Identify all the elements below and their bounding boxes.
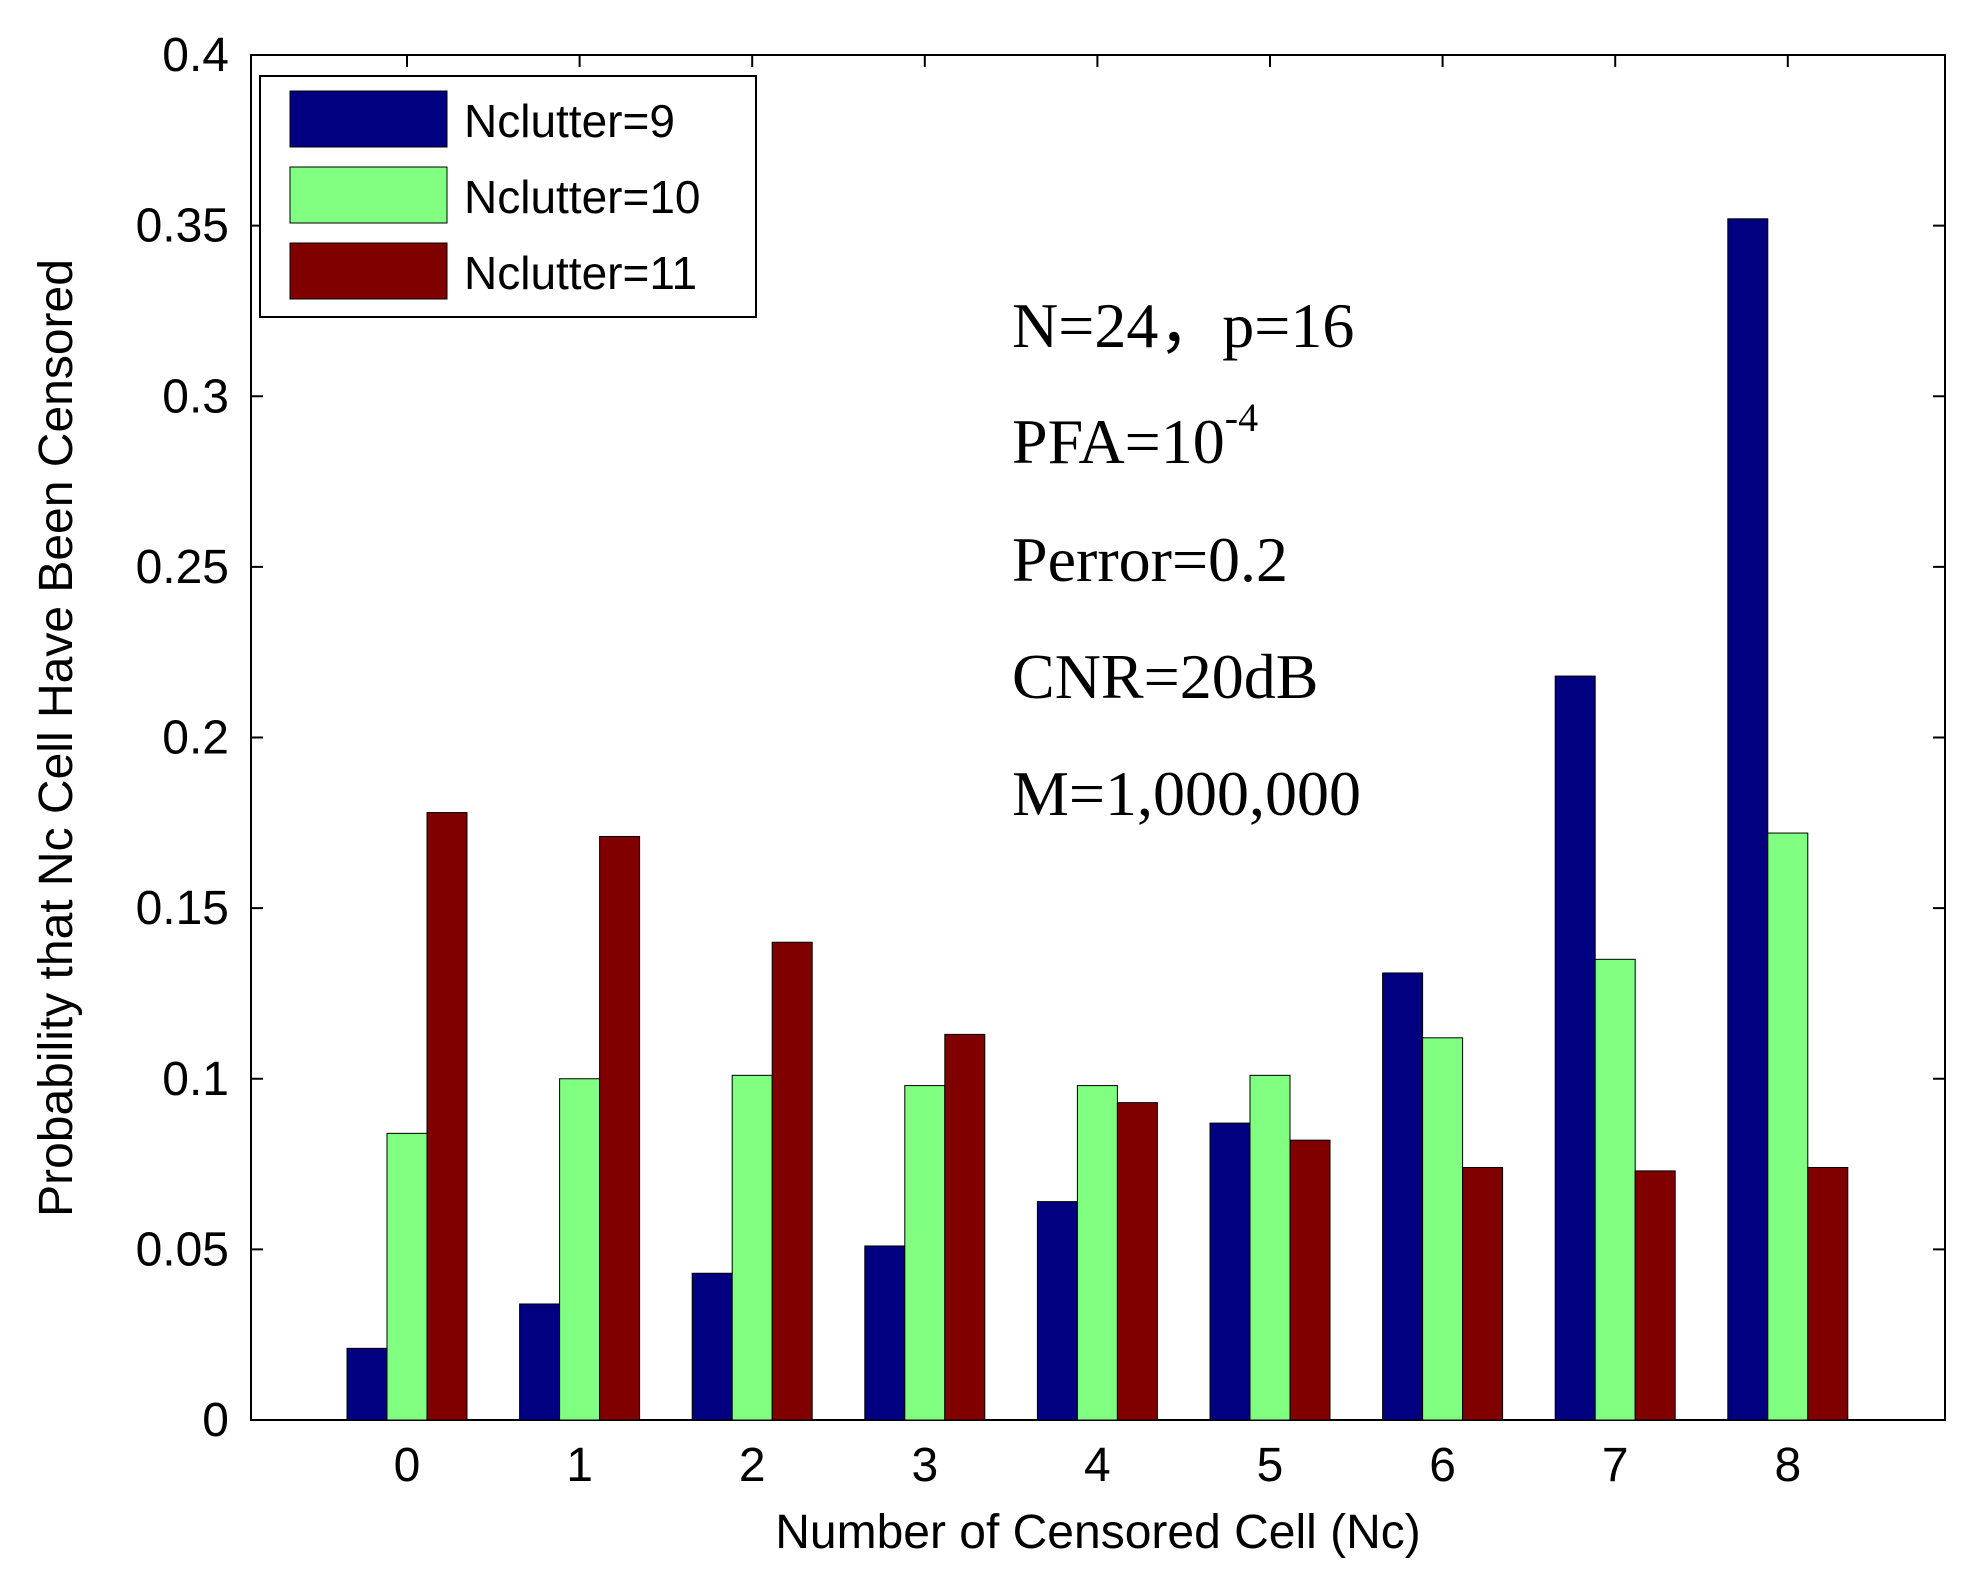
bar-nclutter-9-nc-6 <box>1382 972 1424 1421</box>
legend: Nclutter=9 Nclutter=10 Nclutter=11 <box>259 75 757 318</box>
annotation-perror: Perror=0.2 <box>1012 524 1288 595</box>
bar-nclutter-9-nc-7 <box>1554 675 1596 1421</box>
bar-nclutter-11-nc-8 <box>1807 1166 1849 1421</box>
y-axis-label: Probability that Nc Cell Have Been Censo… <box>30 259 83 1217</box>
bar-nclutter-10-nc-6 <box>1422 1037 1464 1421</box>
bar-nclutter-10-nc-0 <box>386 1132 428 1421</box>
y-tick-label: 0.1 <box>162 1053 229 1106</box>
annotation-m: M=1,000,000 <box>1012 758 1361 829</box>
y-tick-label: 0.25 <box>136 541 229 594</box>
x-tick-label: 7 <box>1602 1439 1629 1492</box>
annotation-n-p: N=24，p=16 <box>1012 290 1354 361</box>
y-tick-labels: 0 0.05 0.1 0.15 0.2 0.25 0.3 0.35 0.4 <box>136 29 229 1447</box>
legend-label-nclutter-11: Nclutter=11 <box>464 247 697 299</box>
y-tick-label: 0.4 <box>162 29 229 82</box>
bar-nclutter-11-nc-7 <box>1634 1170 1676 1421</box>
bar-nclutter-11-nc-2 <box>771 941 813 1421</box>
annotation-pfa-base: PFA=10 <box>1012 406 1225 477</box>
bar-nclutter-9-nc-0 <box>346 1347 388 1421</box>
x-tick-label: 4 <box>1084 1439 1111 1492</box>
legend-swatch-nclutter-10 <box>289 166 448 224</box>
x-tick-label: 8 <box>1774 1439 1801 1492</box>
legend-swatch-nclutter-9 <box>289 90 448 148</box>
bar-nclutter-10-nc-5 <box>1249 1074 1291 1421</box>
bar-nclutter-10-nc-3 <box>904 1085 946 1421</box>
bar-nclutter-11-nc-3 <box>944 1033 986 1421</box>
bar-nclutter-9-nc-8 <box>1727 218 1769 1421</box>
legend-swatch-nclutter-11 <box>289 242 448 300</box>
annotation-block: N=24，p=16 PFA=10-4 Perror=0.2 CNR=20dB M… <box>1012 290 1361 829</box>
x-axis-label: Number of Censored Cell (Nc) <box>775 1506 1421 1559</box>
x-tick-label: 5 <box>1257 1439 1284 1492</box>
x-tick-label: 3 <box>911 1439 938 1492</box>
bar-nclutter-9-nc-1 <box>519 1303 561 1421</box>
bar-nclutter-11-nc-0 <box>426 812 468 1421</box>
bar-nclutter-10-nc-4 <box>1076 1085 1118 1421</box>
y-tick-label: 0 <box>202 1394 229 1447</box>
legend-label-nclutter-10: Nclutter=10 <box>464 171 701 223</box>
annotation-pfa: PFA=10-4 <box>1012 395 1258 477</box>
bar-nclutter-11-nc-5 <box>1289 1139 1331 1421</box>
x-tick-label: 6 <box>1429 1439 1456 1492</box>
x-tick-label: 1 <box>566 1439 593 1492</box>
x-tick-labels: 0 1 2 3 4 5 6 7 8 <box>394 1439 1802 1492</box>
bars <box>346 218 1849 1421</box>
legend-label-nclutter-9: Nclutter=9 <box>464 95 675 147</box>
bar-nclutter-11-nc-4 <box>1116 1102 1158 1421</box>
bar-nclutter-11-nc-1 <box>599 835 641 1421</box>
bar-nclutter-9-nc-5 <box>1209 1122 1251 1421</box>
bar-nclutter-9-nc-2 <box>691 1272 733 1421</box>
bar-nclutter-9-nc-4 <box>1036 1201 1078 1421</box>
bar-nclutter-11-nc-6 <box>1462 1166 1504 1421</box>
x-tick-label: 0 <box>394 1439 421 1492</box>
bar-nclutter-10-nc-8 <box>1767 832 1809 1421</box>
y-tick-label: 0.15 <box>136 882 229 935</box>
y-tick-label: 0.2 <box>162 712 229 765</box>
y-tick-label: 0.35 <box>136 200 229 253</box>
y-tick-label: 0.3 <box>162 370 229 423</box>
bar-nclutter-10-nc-2 <box>731 1074 773 1421</box>
bar-nclutter-10-nc-7 <box>1594 958 1636 1421</box>
bar-nclutter-9-nc-3 <box>864 1245 906 1421</box>
bar-nclutter-10-nc-1 <box>559 1078 601 1421</box>
annotation-cnr: CNR=20dB <box>1012 641 1318 712</box>
y-tick-label: 0.05 <box>136 1223 229 1276</box>
x-tick-label: 2 <box>739 1439 766 1492</box>
annotation-pfa-exponent: -4 <box>1225 395 1258 440</box>
